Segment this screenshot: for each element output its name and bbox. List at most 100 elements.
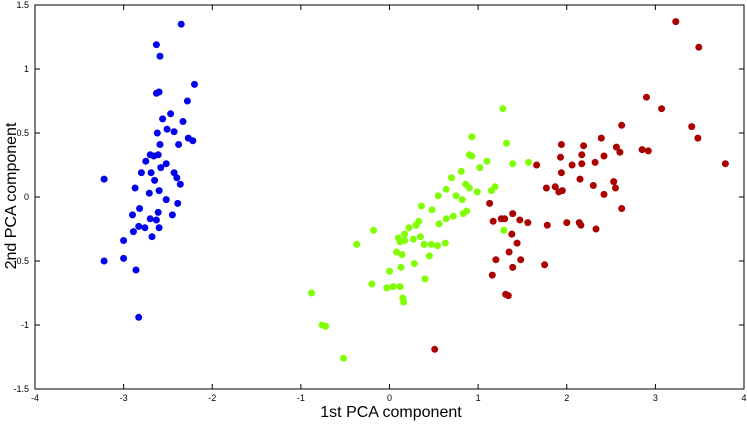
data-point-series-3 [557,153,564,161]
data-point-series-2 [370,226,377,234]
data-point-series-2 [420,240,428,248]
data-point-series-3 [600,152,608,160]
data-point-series-3 [618,121,626,129]
x-tick-label: -1 [297,393,305,403]
data-point-series-2 [427,240,435,248]
data-point-series-2 [322,322,330,330]
x-tick-label: 2 [564,393,569,403]
data-point-series-3 [541,261,549,269]
data-point-series-2 [433,242,441,250]
data-point-series-1 [167,110,175,118]
data-point-series-2 [428,206,436,214]
data-point-series-2 [417,233,424,241]
data-point-series-3 [542,184,550,192]
data-point-series-2 [452,192,460,200]
data-point-series-2 [368,280,376,288]
data-point-series-1 [137,169,145,177]
data-point-series-2 [353,240,361,248]
data-point-series-3 [563,219,571,227]
data-point-series-3 [597,134,605,142]
data-point-series-2 [425,252,433,260]
data-point-series-1 [131,184,139,192]
data-point-series-1 [155,187,163,195]
data-point-series-2 [397,263,405,271]
data-point-series-2 [409,235,417,243]
data-point-series-1 [174,199,182,207]
data-point-series-1 [176,180,184,188]
data-point-series-1 [154,151,162,159]
data-point-series-1 [120,254,128,262]
data-point-series-2 [499,105,507,113]
data-point-series-2 [417,202,425,210]
data-point-series-3 [688,123,696,131]
data-point-series-1 [179,118,187,125]
data-point-series-2 [421,275,429,283]
data-point-series-1 [189,137,197,145]
data-point-series-1 [141,224,149,232]
data-point-series-3 [508,230,516,238]
data-point-series-2 [412,221,420,229]
data-point-series-1 [168,211,176,219]
data-point-series-3 [576,175,584,183]
data-point-series-3 [672,18,680,26]
data-point-series-3 [568,161,576,169]
data-point-series-1 [170,128,178,136]
x-tick-label: -4 [31,393,39,403]
data-point-series-2 [483,157,491,165]
data-point-series-3 [578,160,586,168]
data-point-series-1 [135,313,143,321]
data-point-series-3 [589,182,597,189]
data-point-series-3 [577,221,585,229]
data-point-series-3 [695,43,703,51]
data-point-series-3 [591,158,599,166]
tick-labels: -4 -3 -2 -1 0 1 2 3 4 -1.5 -1 -0.5 0 0.5 1 1.5 [13,0,746,403]
data-point-series-3 [612,143,620,151]
data-point-series-3 [517,256,525,264]
data-point-series-2 [459,210,467,218]
data-point-series-3 [505,248,513,256]
data-point-series-1 [145,189,153,197]
data-point-series-1 [129,211,136,219]
data-point-series-3 [600,190,608,198]
data-point-series-3 [486,199,494,207]
x-tick-label: 0 [387,393,392,403]
x-tick-label: -2 [208,393,216,403]
data-point-series-2 [458,196,466,204]
y-axis-title: 2nd PCA component [3,122,20,269]
y-tick-label: -1 [21,320,29,330]
data-point-series-2 [386,267,393,275]
data-point-series-3 [543,221,551,229]
data-point-series-3 [488,271,496,279]
data-point-series-1 [173,174,181,182]
data-point-series-2 [393,248,401,256]
data-point-series-1 [146,215,154,223]
data-point-series-1 [135,222,143,230]
data-point-series-3 [431,345,439,353]
data-point-series-3 [533,161,541,169]
y-tick-label: 1.5 [16,0,29,10]
data-point-series-3 [492,256,500,264]
data-point-series-2 [442,185,450,193]
data-point-series-1 [163,125,171,133]
axes-box [34,4,745,390]
x-tick-label: 3 [653,393,658,403]
data-point-series-1 [191,80,198,88]
y-tick-label: 0 [24,192,29,202]
data-point-series-1 [100,257,108,265]
data-point-series-1 [154,208,162,216]
data-point-series-2 [473,188,481,196]
data-point-series-3 [551,183,559,191]
data-point-series-3 [721,160,729,168]
data-point-series-1 [162,196,170,204]
data-point-series-2 [468,152,476,160]
data-point-series-2 [448,174,455,182]
data-point-series-2 [339,354,347,362]
data-point-series-1 [142,157,150,165]
x-tick-label: 1 [476,393,481,403]
y-tick-label: -1.5 [13,384,29,394]
data-point-series-3 [489,217,497,225]
data-point-series-3 [524,219,532,227]
data-point-series-3 [616,148,624,156]
data-point-series-3 [612,184,619,192]
